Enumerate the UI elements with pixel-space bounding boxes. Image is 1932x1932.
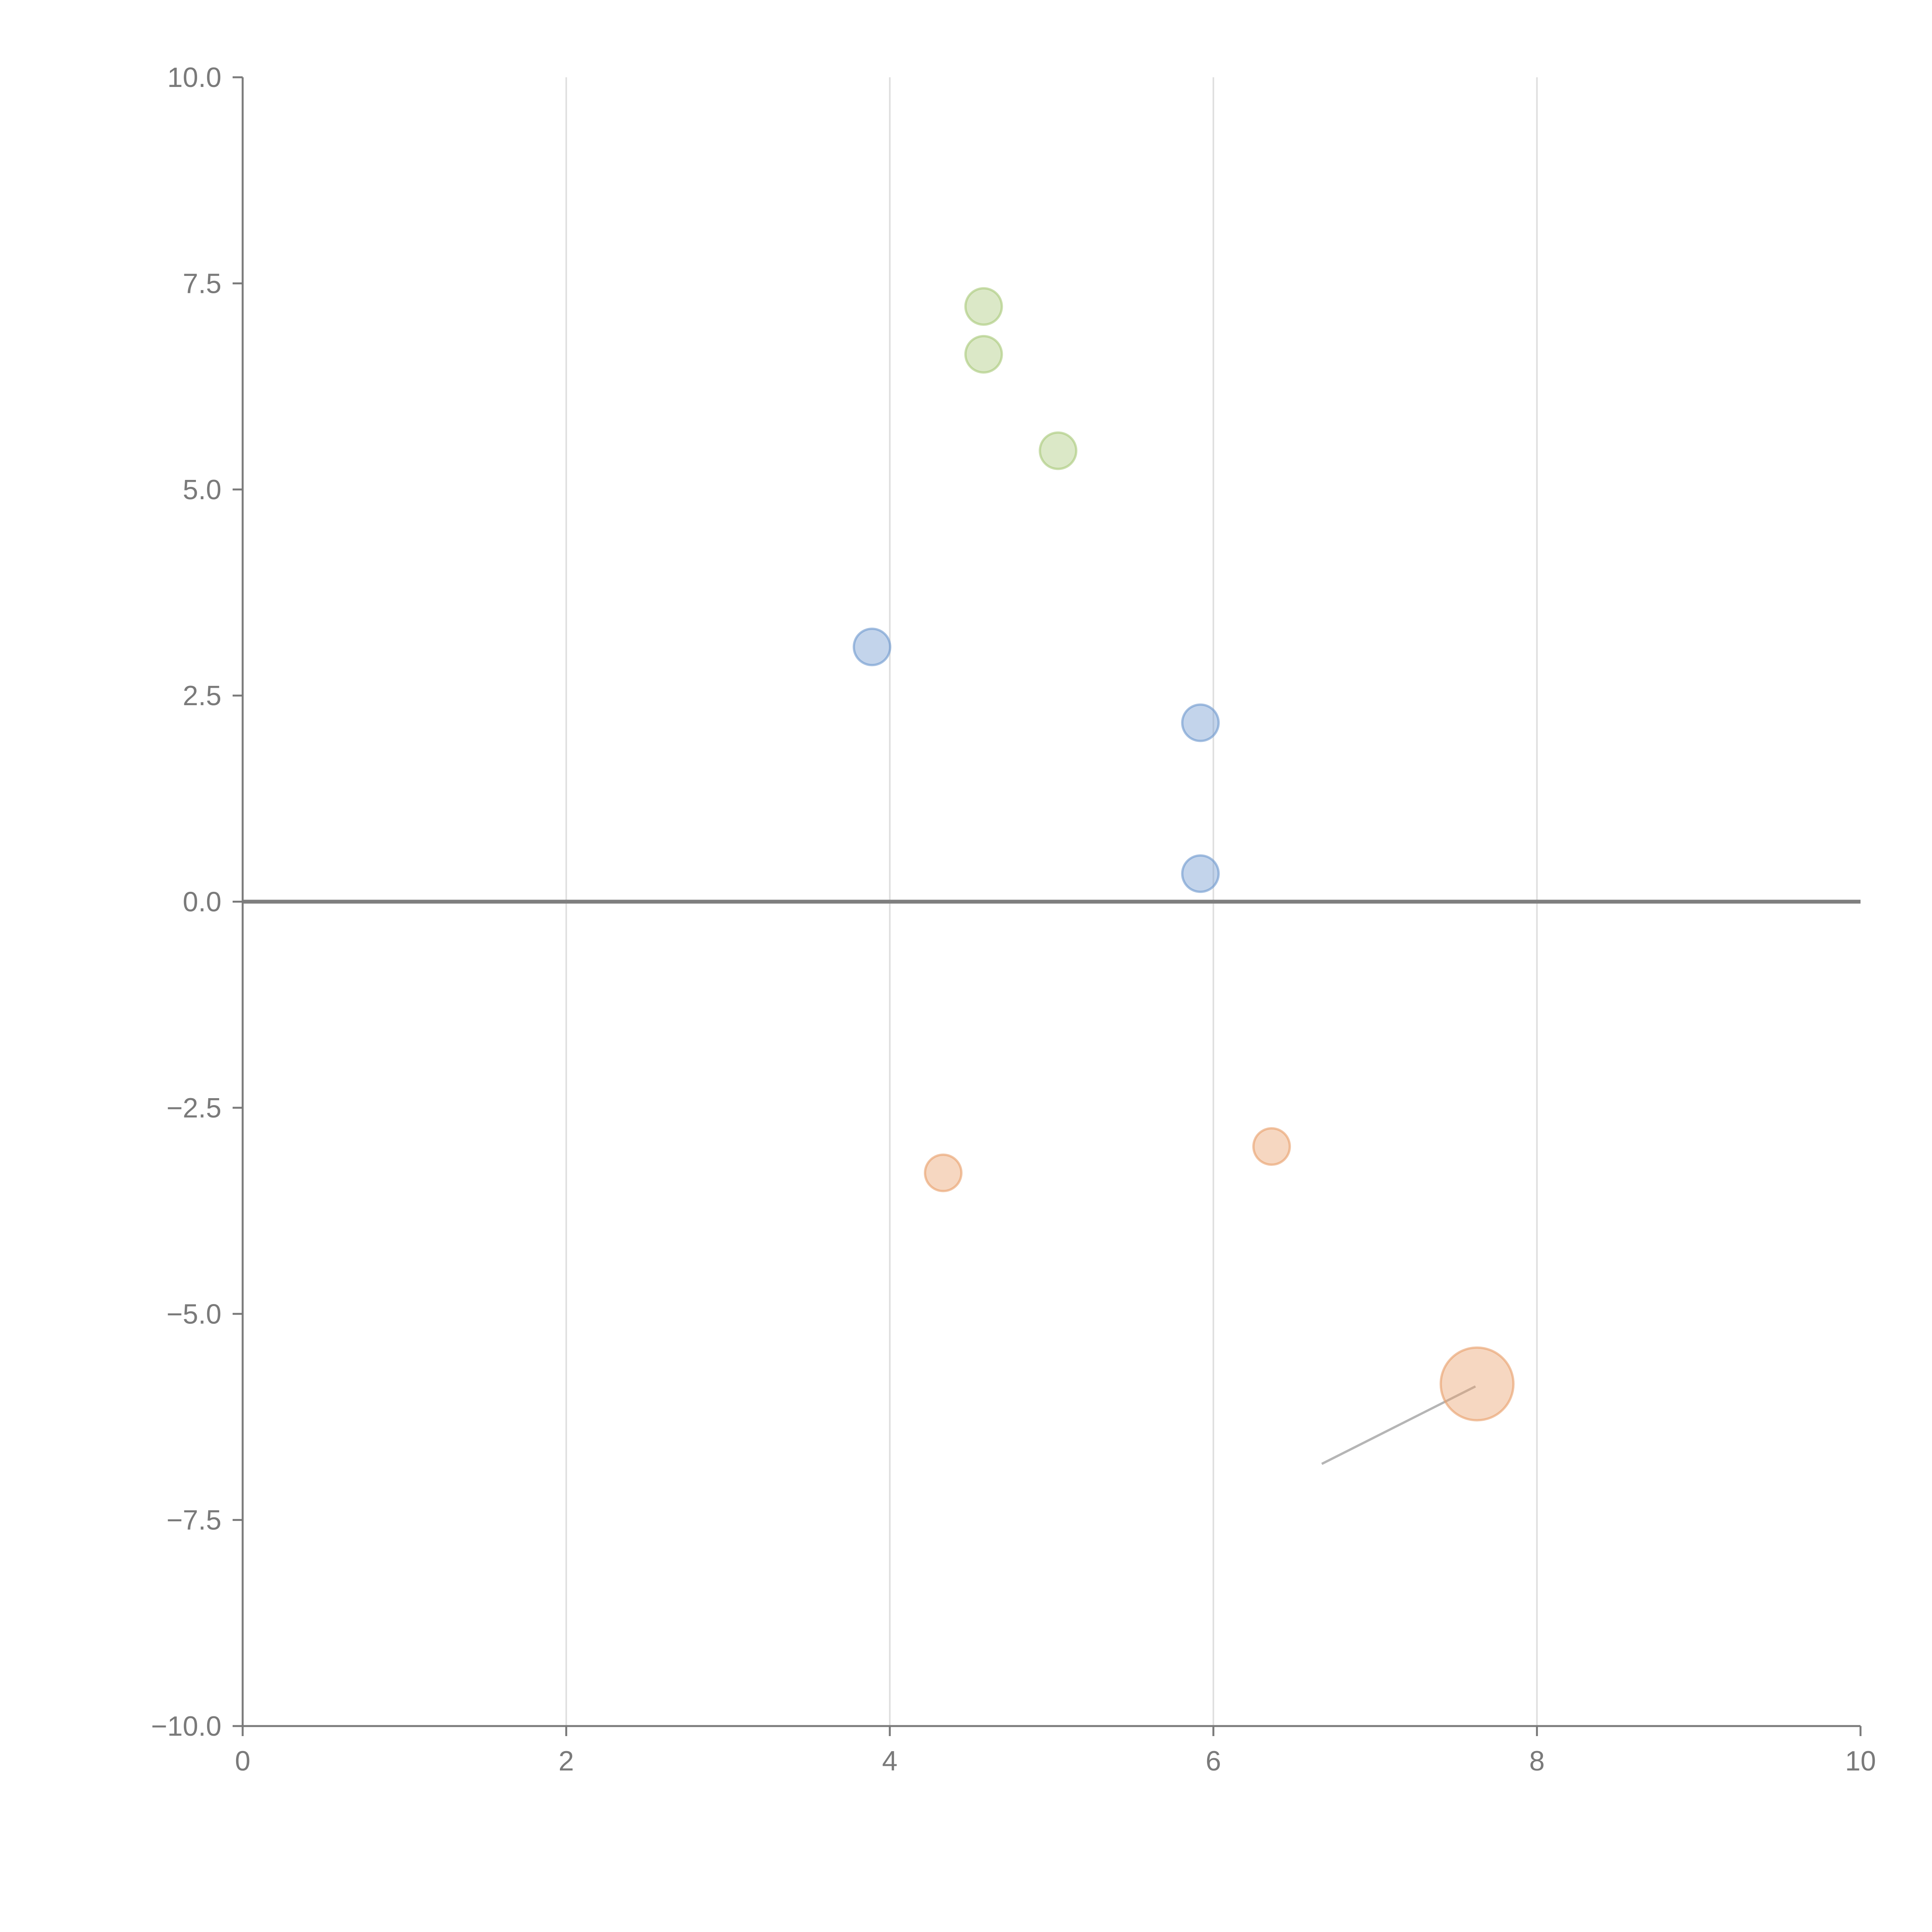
scatter-point-blue — [1181, 703, 1220, 742]
y-tick-label: −2.5 — [167, 1093, 221, 1124]
scatter-point-green — [964, 335, 1003, 374]
scatter-point-green — [964, 287, 1003, 326]
scatter-point-orange — [923, 1153, 963, 1192]
x-tick-label: 6 — [1206, 1746, 1221, 1777]
annotation-leader-line — [1321, 1385, 1476, 1465]
points-layer — [852, 287, 1515, 1422]
scatter-point-blue — [852, 628, 891, 667]
y-tick-label: 2.5 — [183, 680, 221, 711]
x-tick-label: 8 — [1529, 1746, 1545, 1777]
x-tick-label: 10 — [1845, 1746, 1876, 1777]
scatter-point-orange — [1439, 1346, 1515, 1422]
y-tick-label: 5.0 — [183, 474, 221, 505]
scatter-point-green — [1039, 431, 1078, 470]
x-tick-label: 0 — [235, 1746, 250, 1777]
x-tick-label: 2 — [558, 1746, 574, 1777]
y-tick-label: −5.0 — [167, 1299, 221, 1330]
annotation-layer — [1321, 1385, 1476, 1465]
y-tick-label: 0.0 — [183, 887, 221, 918]
y-tick-label: −7.5 — [167, 1505, 221, 1536]
x-tick-label: 4 — [882, 1746, 898, 1777]
tick-labels: 0 2 4 6 8 10 −10.0 −7.5 −5.0 −2.5 0.0 2.5 5.0 7.5 10.0 — [151, 62, 1876, 1777]
y-tick-label: −10.0 — [151, 1711, 221, 1742]
y-tick-label: 7.5 — [183, 268, 221, 299]
scatter-point-orange — [1252, 1127, 1291, 1166]
scatter-point-blue — [1181, 854, 1220, 893]
y-tick-label: 10.0 — [167, 62, 221, 93]
